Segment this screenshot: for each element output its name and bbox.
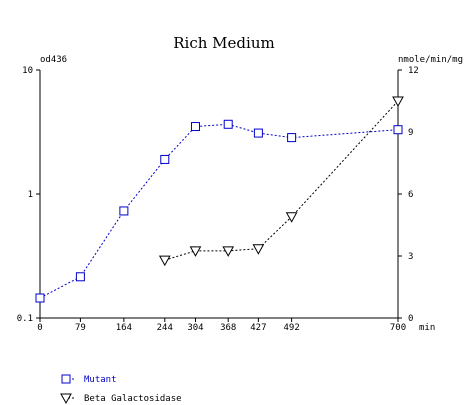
right-axis-tick-label: 12: [408, 66, 419, 76]
series-layer: [35, 96, 404, 303]
left-axis-tick-label: 10: [22, 66, 33, 76]
x-axis-tick-label: 427: [250, 323, 266, 333]
right-axis-label: nmole/min/mg: [398, 55, 463, 65]
series-1-point: [75, 272, 85, 282]
legend-label: Beta Galactosidase: [84, 394, 182, 404]
x-axis-tick-label: 244: [157, 323, 173, 333]
series-1-point: [393, 125, 403, 135]
x-axis-tick-label: 368: [220, 323, 236, 333]
axes: 0.1 1 10 0 3 6 9 12 0 79 164 244 304 368 427 492 700: [17, 66, 419, 333]
x-axis-tick-label: 700: [390, 323, 406, 333]
series-2-point: [285, 212, 298, 223]
x-axis-tick-label: 304: [187, 323, 203, 333]
right-axis-tick-label: 9: [408, 128, 413, 138]
series-1-point: [35, 293, 45, 303]
series-2-point: [252, 244, 265, 255]
x-axis-tick-label: 164: [116, 323, 132, 333]
legend-marker: [60, 393, 72, 405]
legend-marker: [61, 374, 71, 384]
series-1-point: [119, 206, 129, 216]
x-axis-tick-label: 492: [283, 323, 299, 333]
series-1-point: [253, 128, 263, 138]
right-axis-tick-label: 3: [408, 252, 413, 262]
x-axis-label: min: [419, 323, 435, 333]
x-axis-tick-label: 79: [75, 323, 86, 333]
series-2-point: [392, 96, 404, 108]
series-2-point: [189, 246, 202, 257]
legend: Mutant Beta Galactosidase: [60, 374, 182, 405]
series-2-point: [158, 255, 171, 267]
x-axis-tick-label: 0: [37, 323, 42, 333]
series-1-line: [39, 123, 399, 299]
left-axis-tick-label: 0.1: [17, 314, 33, 324]
series-1-point: [190, 122, 200, 132]
series-1-point: [223, 119, 233, 129]
chart-title: Rich Medium: [173, 34, 274, 52]
right-axis-tick-label: 6: [408, 190, 413, 200]
series-2-point: [222, 246, 235, 257]
series-1-point: [160, 154, 170, 164]
right-axis-tick-label: 0: [408, 314, 413, 324]
left-axis-tick-label: 1: [28, 190, 33, 200]
legend-label: Mutant: [84, 375, 117, 385]
left-axis-label: od436: [40, 55, 67, 65]
series-1-point: [287, 133, 297, 143]
